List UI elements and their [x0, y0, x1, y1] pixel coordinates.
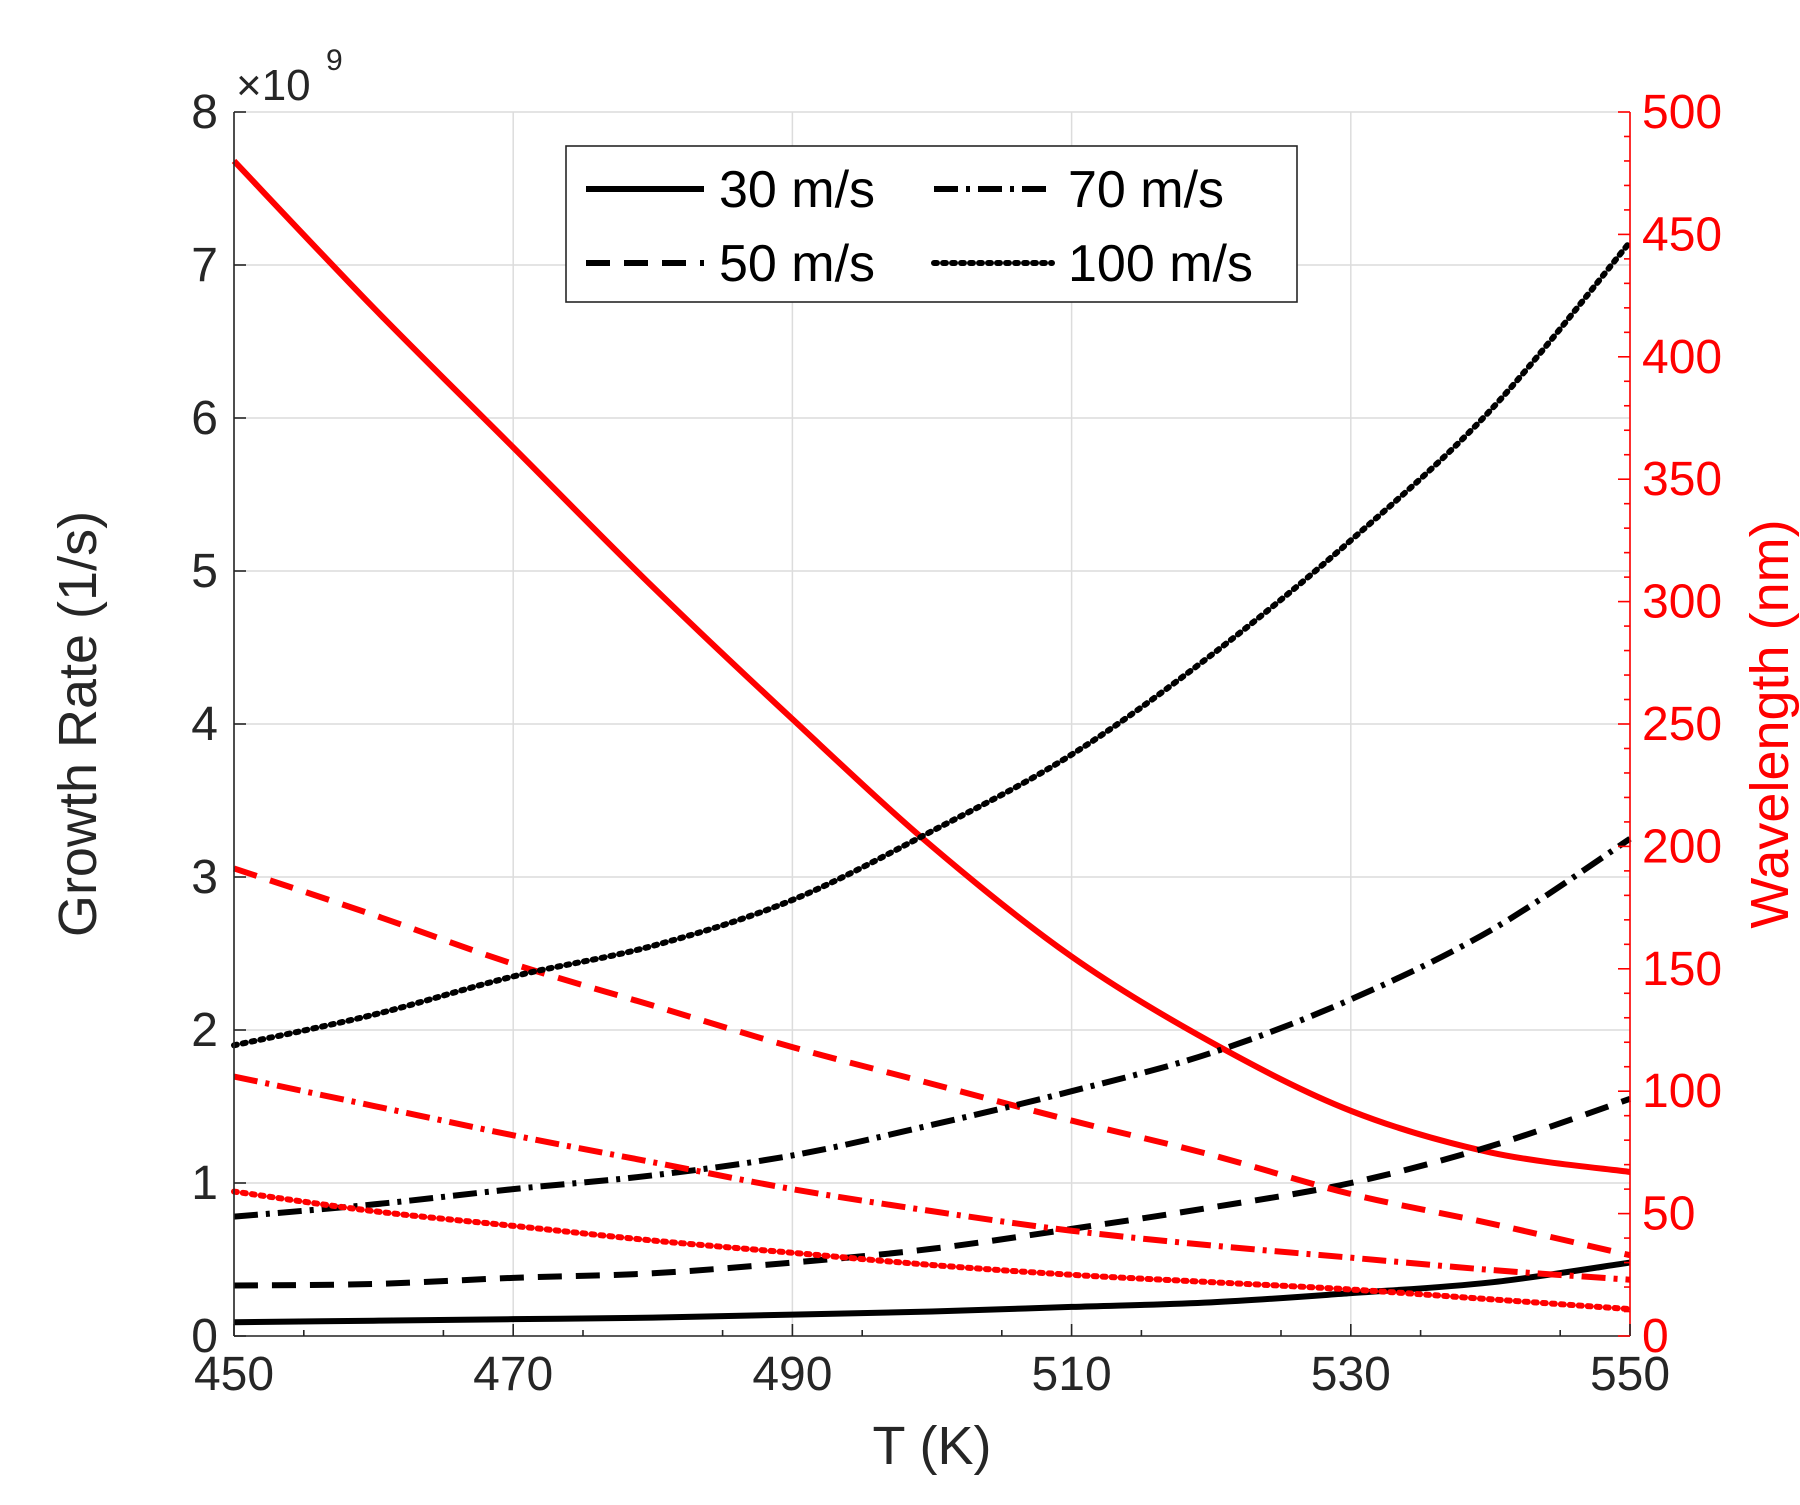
x-tick-label-470: 470	[473, 1348, 553, 1401]
x-axis-title: T (K)	[873, 1416, 992, 1476]
left-y-tick-label-7: 7	[191, 239, 218, 292]
left-exponent-power: 9	[326, 44, 343, 77]
right-y-tick-label-150: 150	[1642, 943, 1722, 996]
left-axis-title: Growth Rate (1/s)	[48, 511, 108, 937]
left-y-tick-label-5: 5	[191, 545, 218, 598]
right-y-tick-label-450: 450	[1642, 208, 1722, 261]
right-y-tick-label-200: 200	[1642, 820, 1722, 873]
left-y-tick-label-1: 1	[191, 1157, 218, 1210]
legend-label-50-m-s: 50 m/s	[719, 235, 875, 293]
right-y-tick-label-50: 50	[1642, 1188, 1695, 1241]
right-y-tick-label-300: 300	[1642, 576, 1722, 629]
right-y-tick-label-100: 100	[1642, 1065, 1722, 1118]
right-y-tick-label-400: 400	[1642, 331, 1722, 384]
left-y-tick-label-6: 6	[191, 392, 218, 445]
left-y-tick-label-3: 3	[191, 851, 218, 904]
left-exponent-label: ×10 9	[236, 44, 343, 110]
legend-label-30-m-s: 30 m/s	[719, 161, 875, 219]
x-tick-label-510: 510	[1032, 1348, 1112, 1401]
plot-series	[231, 158, 1633, 1326]
right-y-tick-label-500: 500	[1642, 86, 1722, 139]
x-tick-label-550: 550	[1590, 1348, 1670, 1401]
wavelength-line-70-m-s	[233, 1073, 1631, 1283]
growth-rate-line-100-m-s	[231, 239, 1633, 1049]
growth-rate-line-70-m-s	[233, 836, 1632, 1220]
x-tick-label-450: 450	[194, 1348, 274, 1401]
right-y-tick-label-350: 350	[1642, 453, 1722, 506]
right-y-tick-label-0: 0	[1642, 1310, 1669, 1363]
legend-label-100-m-s: 100 m/s	[1068, 235, 1253, 293]
growth-rate-line-50-m-s	[233, 1096, 1631, 1289]
left-y-tick-label-4: 4	[191, 698, 218, 751]
legend-box	[565, 145, 1298, 303]
right-axis-title: Wavelength (nm)	[1740, 519, 1800, 928]
wavelength-line-50-m-s	[233, 865, 1631, 1259]
x-tick-label-530: 530	[1311, 1348, 1391, 1401]
x-tick-label-490: 490	[752, 1348, 832, 1401]
left-y-tick-label-8: 8	[191, 86, 218, 139]
ticks: 450 470 490 510 530 5500123456780501001502002…	[191, 86, 1722, 1401]
legend: 30 m/s 50 m/s 70 m/s 100 m/s	[565, 145, 1298, 303]
right-y-tick-label-250: 250	[1642, 698, 1722, 751]
left-y-tick-label-0: 0	[191, 1310, 218, 1363]
wavelength-line-100-m-s	[231, 1188, 1633, 1313]
wavelength-line-30-m-s	[231, 158, 1631, 1175]
left-y-tick-label-2: 2	[191, 1004, 218, 1057]
legend-label-70-m-s: 70 m/s	[1068, 161, 1224, 219]
left-exponent-prefix: ×10	[236, 61, 311, 110]
